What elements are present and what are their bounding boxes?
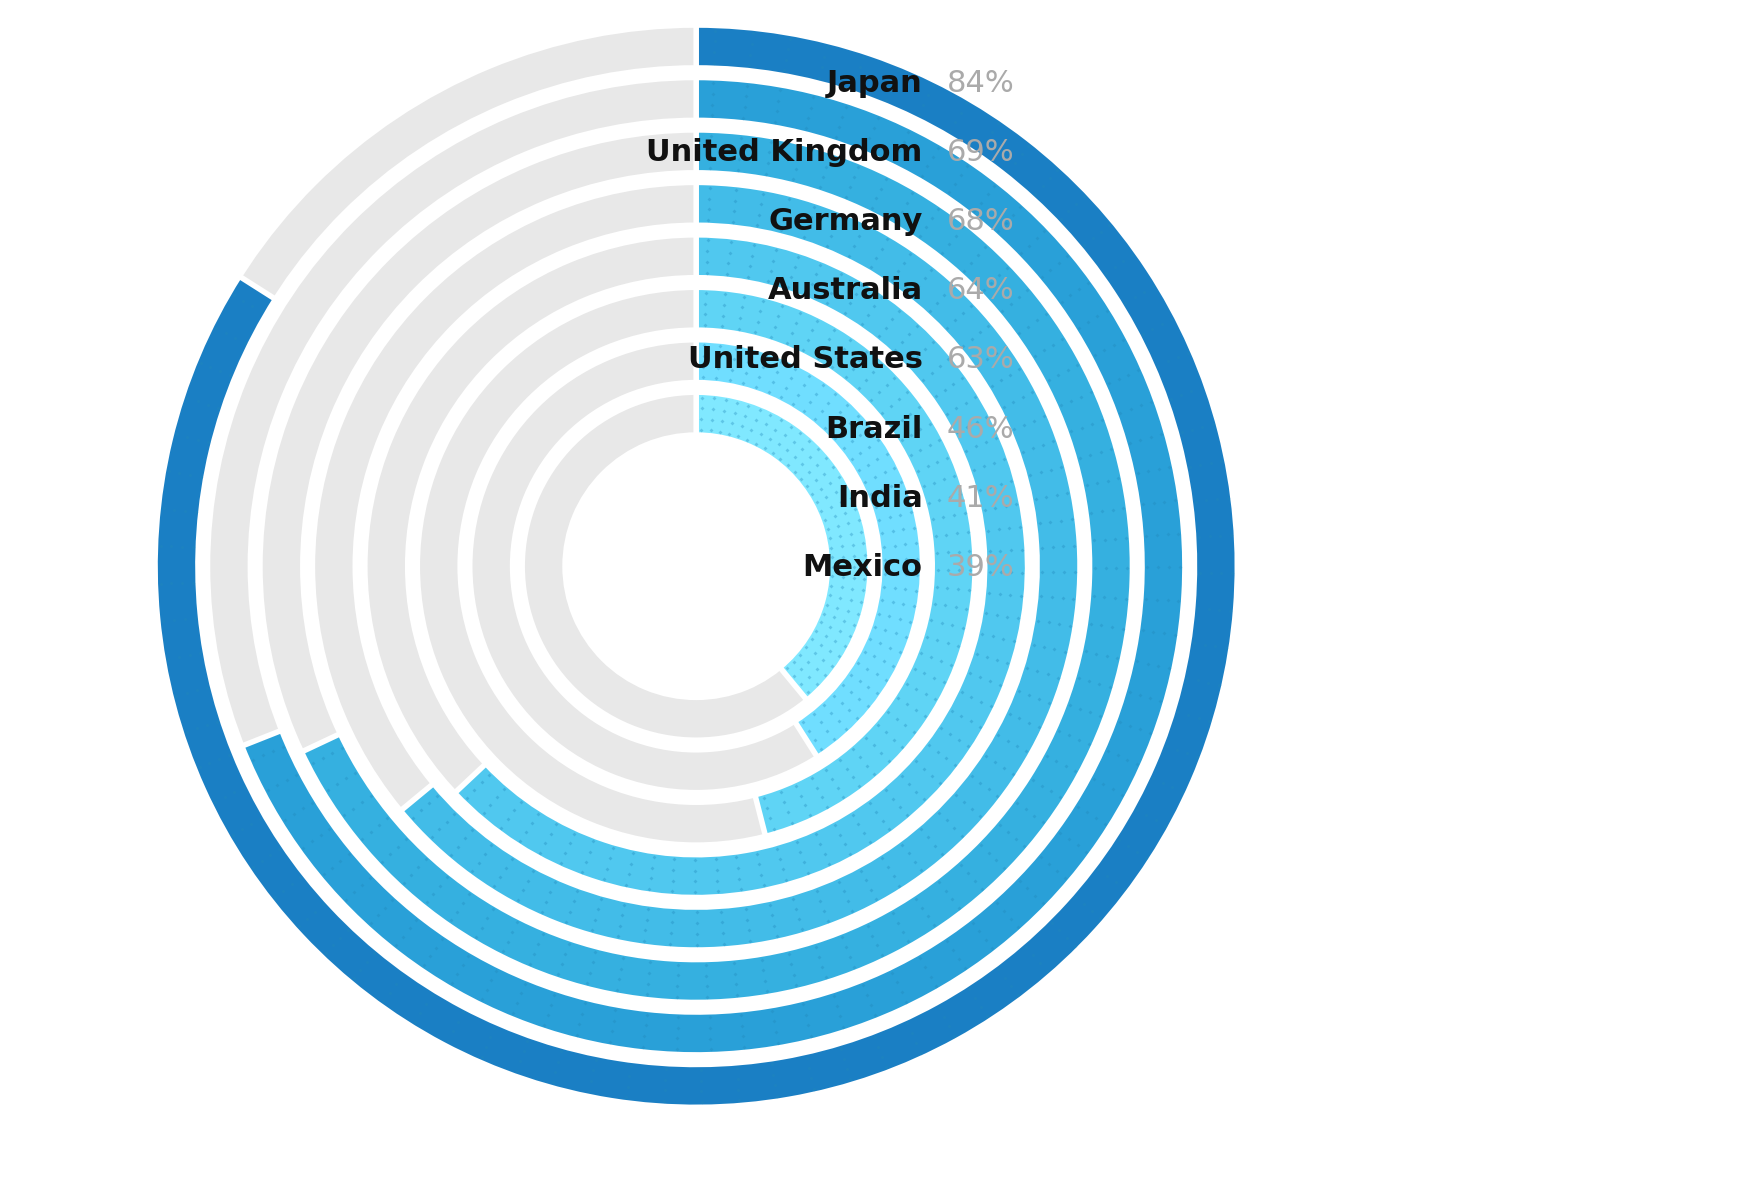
Wedge shape [313,182,1080,950]
Text: 46%: 46% [947,415,1015,443]
Text: Brazil: Brazil [826,415,922,443]
Text: Japan: Japan [828,69,922,98]
Wedge shape [469,340,922,793]
Text: United States: United States [688,346,922,374]
Text: 64%: 64% [947,277,1015,305]
Text: United Kingdom: United Kingdom [646,138,922,167]
Text: 69%: 69% [947,138,1015,167]
Text: 63%: 63% [947,346,1015,374]
Wedge shape [261,130,1132,1002]
Wedge shape [364,235,1027,898]
Wedge shape [696,287,975,837]
Text: 68%: 68% [947,207,1015,236]
Text: India: India [836,484,922,513]
Wedge shape [522,392,870,740]
Text: 41%: 41% [947,484,1015,513]
Wedge shape [156,25,1237,1107]
Wedge shape [696,340,922,757]
Text: Germany: Germany [768,207,922,236]
Text: Australia: Australia [768,277,922,305]
Text: 84%: 84% [947,69,1015,98]
Wedge shape [455,235,1027,898]
Wedge shape [401,182,1080,950]
Wedge shape [696,392,870,700]
Wedge shape [156,25,1237,1107]
Text: Mexico: Mexico [803,553,922,582]
Wedge shape [416,287,975,845]
Text: 39%: 39% [947,553,1015,582]
Wedge shape [208,77,1185,1055]
Wedge shape [301,130,1132,1002]
Wedge shape [242,77,1185,1055]
